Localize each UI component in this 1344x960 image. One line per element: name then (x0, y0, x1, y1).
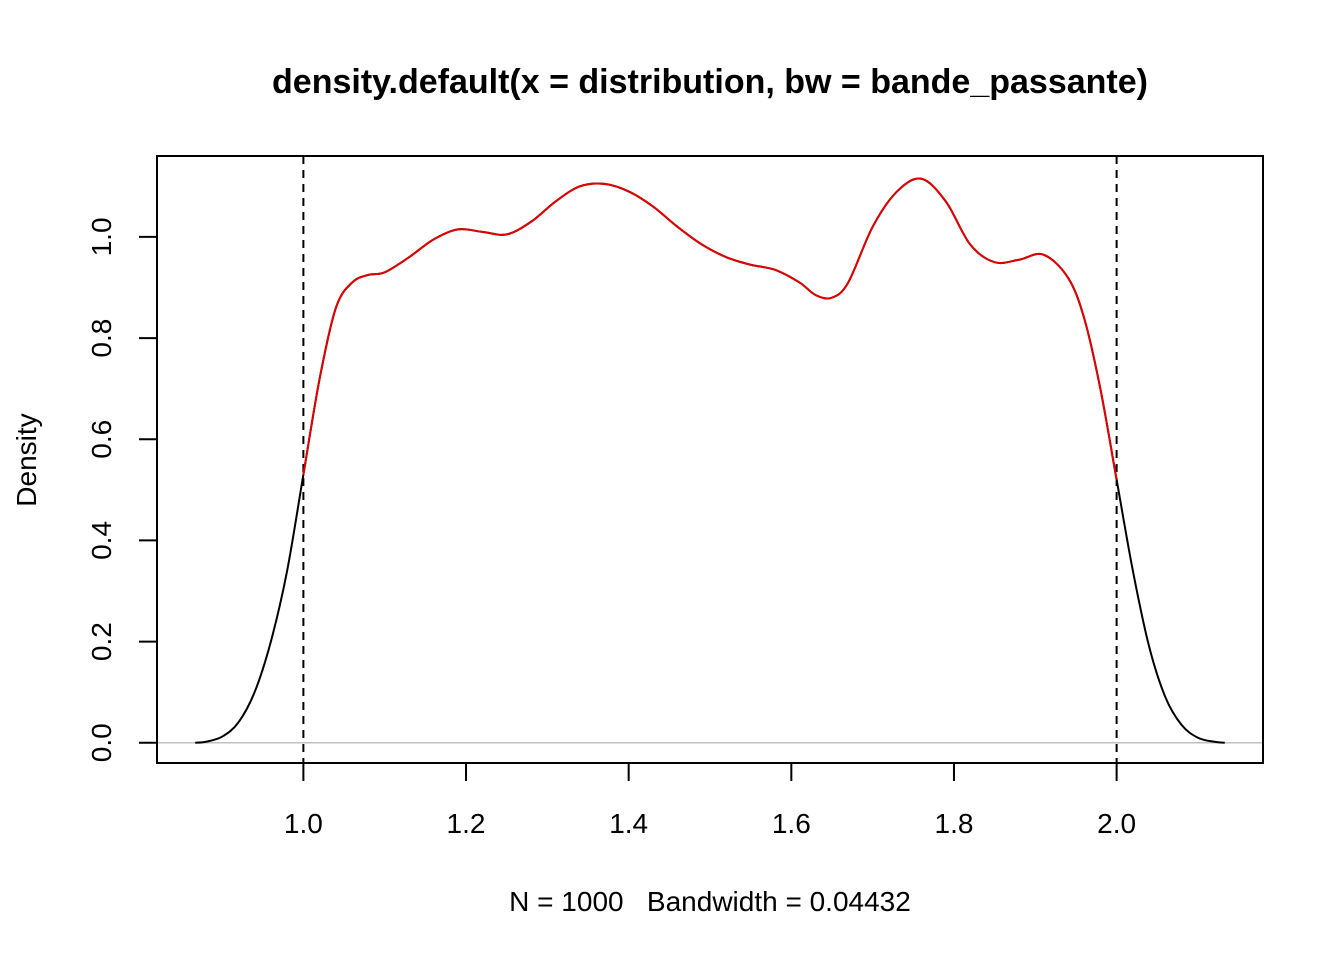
x-tick-label: 1.4 (609, 808, 648, 839)
x-tick-label: 1.0 (284, 808, 323, 839)
y-tick-label: 0.0 (86, 723, 117, 762)
y-tick-label: 0.4 (86, 521, 117, 560)
plot-frame (156, 155, 1264, 764)
series-line-1 (302, 177, 1118, 480)
x-tick-label: 2.0 (1097, 808, 1136, 839)
x-tick-label: 1.8 (935, 808, 974, 839)
y-tick-label: 0.2 (86, 622, 117, 661)
y-tick-label: 0.8 (86, 319, 117, 358)
y-tick-label: 1.0 (86, 217, 117, 256)
x-axis-label: N = 1000 Bandwidth = 0.04432 (509, 886, 911, 917)
series-line-0 (195, 177, 1225, 744)
y-axis-label: Density (11, 413, 42, 506)
plot-area (157, 156, 1263, 763)
chart-title: density.default(x = distribution, bw = b… (272, 63, 1148, 101)
x-tick-label: 1.2 (447, 808, 486, 839)
y-tick-label: 0.6 (86, 420, 117, 459)
x-axis: 1.0 1.2 1.4 1.6 1.8 2.0 (284, 762, 1136, 839)
y-axis: 0.0 0.2 0.4 0.6 0.8 1.0 (86, 217, 158, 762)
x-tick-label: 1.6 (772, 808, 811, 839)
